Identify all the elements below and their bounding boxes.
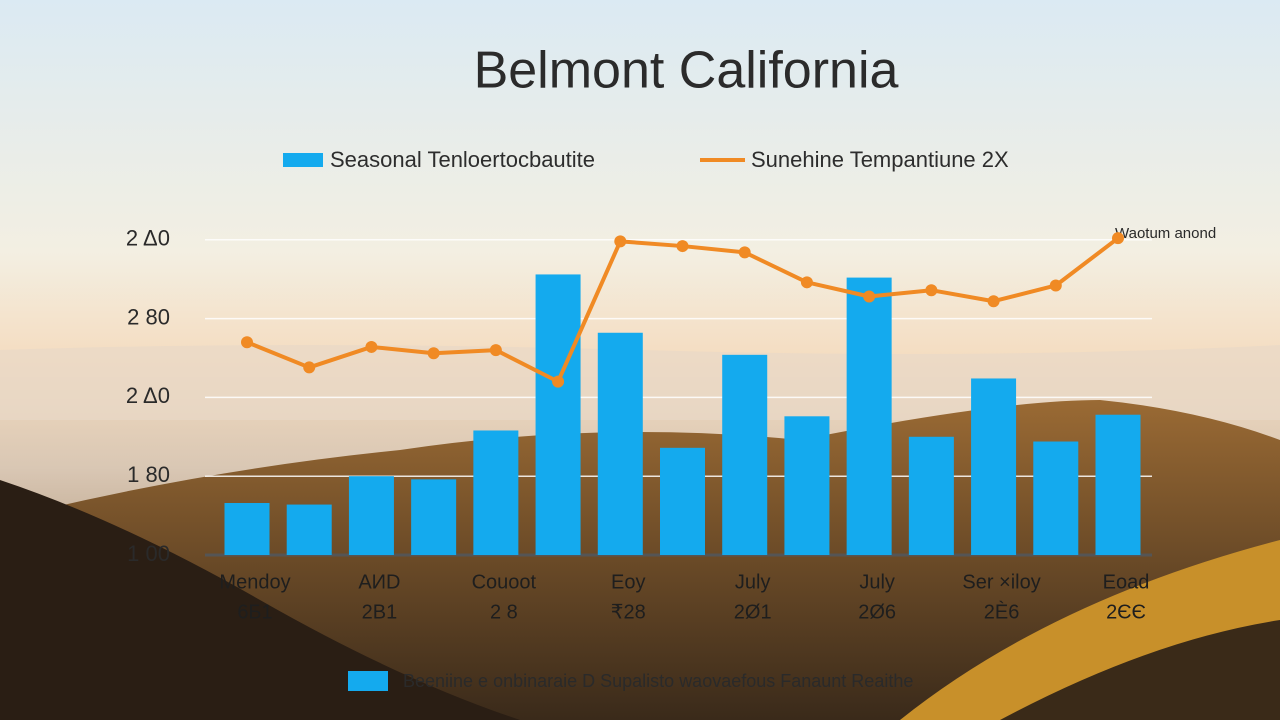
x-tick-label: Couoot [472,571,537,593]
line-point [676,240,689,253]
x-tick-sublabel: 2 8 [490,601,518,623]
bar [1033,441,1079,555]
bar [597,332,643,555]
bar [411,479,457,555]
y-tick-label: 2 Δ0 [126,383,170,408]
bar [908,436,954,555]
line-point [863,290,876,303]
bar [846,277,892,555]
line-point [552,375,565,388]
x-tick-label: Ser ×iloy [962,571,1040,593]
line-point [489,344,502,357]
line-point [241,336,253,349]
footer-swatch [348,671,388,691]
bar [722,354,768,555]
y-tick-label: 1 00 [127,541,170,566]
line-point [987,295,1000,308]
legend-label: Sunehine Tempantiune 2X [751,147,1009,172]
hill-left [0,480,520,720]
bar [348,476,394,555]
footer-legend: Beeniine e onbinaraie D Supalisto waovae… [403,671,913,691]
x-tick-sublabel: 2B1 [362,601,398,623]
x-tick-label: AИD [358,571,400,593]
y-tick-label: 2 Δ0 [126,226,170,251]
bar [971,378,1017,555]
y-tick-label: 1 80 [127,462,170,487]
line-point [738,246,751,259]
hill-right-shadow [1000,620,1280,720]
annotation: Waotum anond [1115,225,1216,242]
x-tick-sublabel: 2ЄЄ [1106,601,1146,623]
line-point [303,361,316,374]
legend-label: Seasonal Tenloertocbautite [330,147,595,172]
line-point [427,347,440,360]
bar [286,504,332,555]
line-point [1112,232,1124,245]
chart-title: Belmont California [474,42,899,100]
line-point [1049,279,1062,292]
line-point [365,340,378,353]
x-tick-sublabel: 2Ѐ6 [984,600,1020,623]
x-tick-label: July [859,571,895,593]
bar [535,274,581,555]
line-point [800,276,813,289]
x-tick-label: Eoy [611,571,645,593]
bar [1095,414,1141,555]
x-tick-label: Eoad [1103,571,1150,593]
legend-swatch [283,153,323,167]
x-tick-sublabel: 2Ø1 [734,601,772,623]
x-tick-label: July [735,571,771,593]
y-tick-label: 2 80 [127,304,170,329]
bar [660,447,705,555]
bar [473,430,519,555]
x-tick-sublabel: 2Ø6 [858,601,896,623]
x-tick-label: Mendoy [219,571,290,593]
bar [224,502,270,555]
line-point [614,235,627,248]
x-tick-sublabel: ₹28 [611,601,646,623]
bar [784,416,830,555]
line-point [925,284,938,297]
x-tick-sublabel: 6Б1 [237,601,272,623]
